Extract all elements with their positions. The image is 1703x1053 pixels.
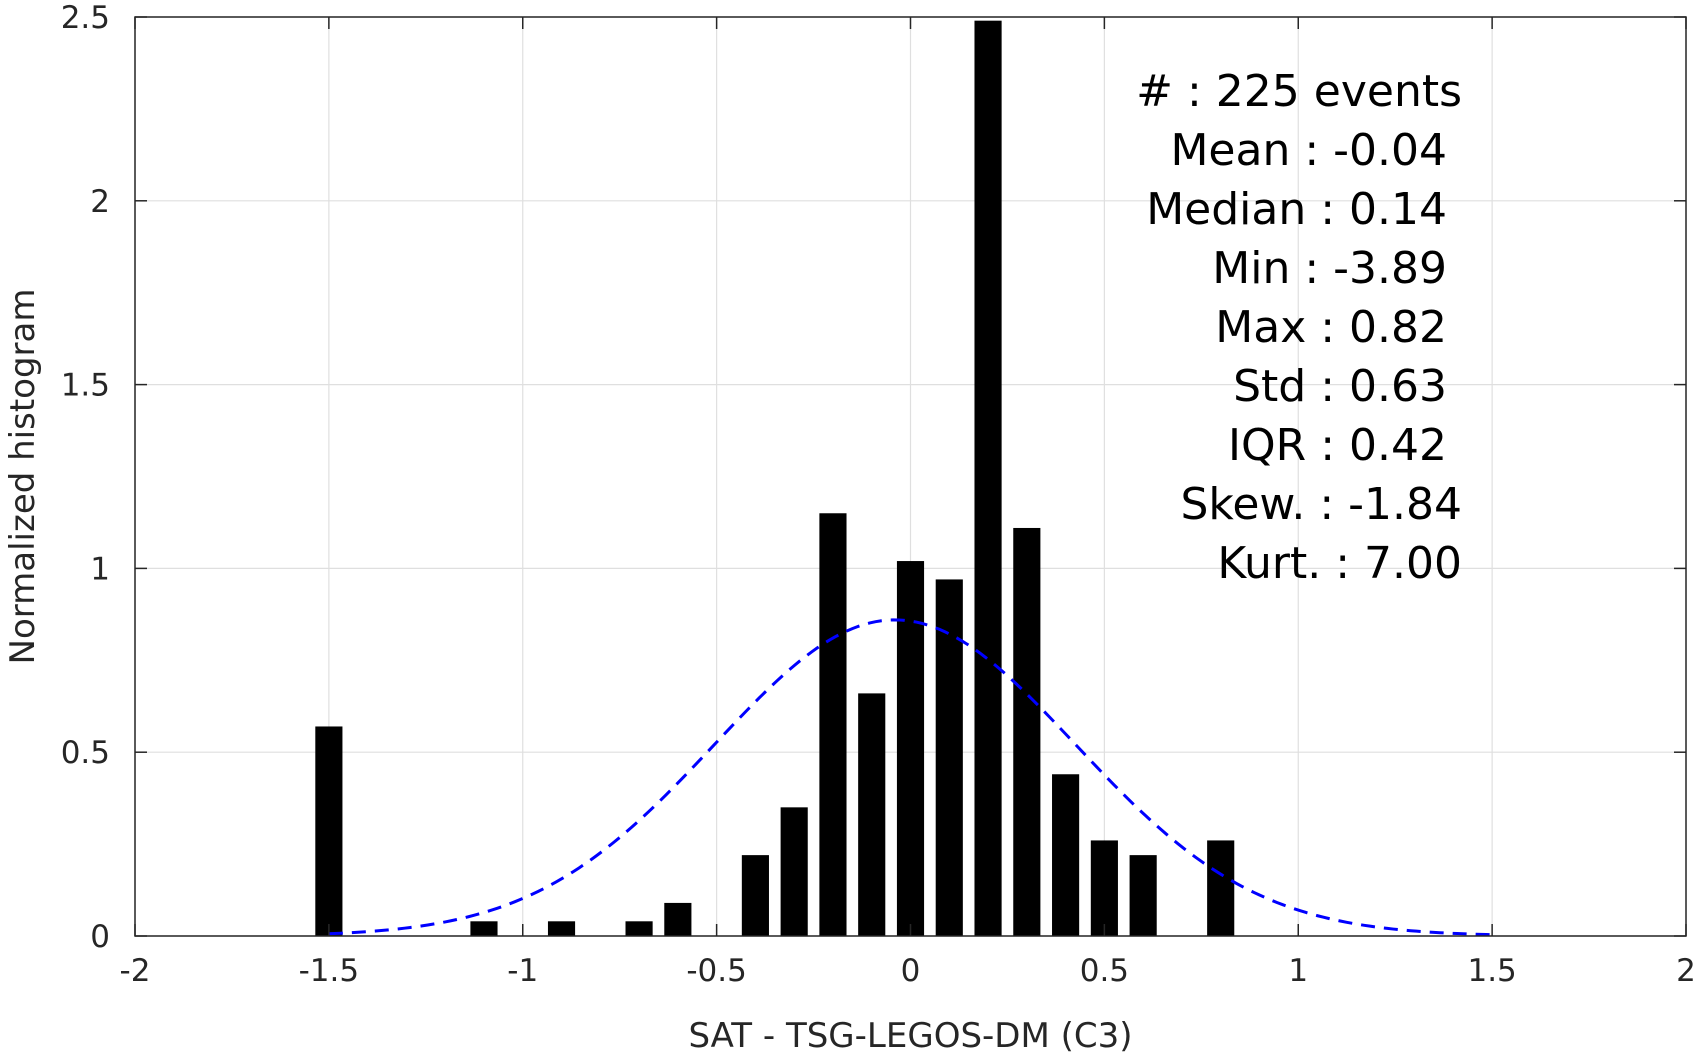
y-tick-label: 1 bbox=[90, 551, 110, 587]
histogram-bar bbox=[1129, 855, 1157, 936]
gaussian-fit-curve bbox=[328, 618, 1493, 937]
y-tick-label: 2.5 bbox=[61, 0, 110, 36]
histogram-bar bbox=[819, 513, 847, 936]
y-tick-label: 0.5 bbox=[61, 735, 110, 771]
stat-line: Mean : -0.04 bbox=[1170, 125, 1447, 176]
histogram-bar bbox=[547, 921, 576, 936]
x-tick-label: 0.5 bbox=[1080, 953, 1129, 989]
histogram-bar bbox=[1052, 774, 1080, 936]
x-tick-label: -0.5 bbox=[686, 953, 747, 989]
histogram-bar bbox=[664, 902, 692, 936]
x-tick-label: -1.5 bbox=[299, 953, 360, 989]
histogram-bar bbox=[625, 921, 653, 936]
x-tick-label: 2 bbox=[1676, 953, 1696, 989]
histogram-bar bbox=[1207, 840, 1235, 936]
y-tick-label: 2 bbox=[90, 184, 110, 220]
histogram-bar bbox=[741, 855, 769, 936]
y-axis-label: Normalized histogram bbox=[3, 289, 43, 665]
stat-line: Min : -3.89 bbox=[1212, 243, 1447, 294]
histogram-bar bbox=[470, 921, 498, 936]
y-tick-label: 0 bbox=[90, 919, 110, 955]
stat-line: Std : 0.63 bbox=[1233, 361, 1447, 412]
histogram-bar bbox=[1013, 527, 1041, 936]
histogram-bars bbox=[315, 20, 1235, 936]
x-tick-label: -2 bbox=[120, 953, 151, 989]
histogram-bar bbox=[896, 561, 925, 936]
stat-line: # : 225 events bbox=[1136, 66, 1462, 117]
x-tick-label: 1.5 bbox=[1467, 953, 1516, 989]
statistics-annotation: # : 225 events Mean : -0.04 Median : 0.14 M… bbox=[1136, 66, 1462, 589]
stat-line: Kurt. : 7.00 bbox=[1217, 538, 1462, 589]
histogram-bar bbox=[1090, 840, 1118, 936]
x-axis-label: SAT - TSG-LEGOS-DM (C3) bbox=[688, 1016, 1132, 1053]
stat-line: Median : 0.14 bbox=[1146, 184, 1447, 235]
x-tick-label: 0 bbox=[901, 953, 921, 989]
y-tick-labels: 0 0.5 1 1.5 2 2.5 bbox=[61, 0, 110, 955]
histogram-bar bbox=[780, 807, 808, 936]
stat-line: Skew. : -1.84 bbox=[1181, 479, 1463, 530]
histogram-bar bbox=[974, 20, 1002, 936]
stat-line: Max : 0.82 bbox=[1215, 302, 1447, 353]
x-tick-label: 1 bbox=[1288, 953, 1308, 989]
histogram-bar bbox=[935, 579, 963, 936]
histogram-bar bbox=[315, 726, 343, 936]
axis-ticks bbox=[134, 16, 1687, 937]
histogram-bar bbox=[858, 693, 886, 936]
stat-line: IQR : 0.42 bbox=[1228, 420, 1447, 471]
x-tick-labels: -2 -1.5 -1 -0.5 0 0.5 1 1.5 2 bbox=[120, 953, 1696, 989]
y-tick-label: 1.5 bbox=[61, 368, 110, 404]
x-tick-label: -1 bbox=[507, 953, 538, 989]
